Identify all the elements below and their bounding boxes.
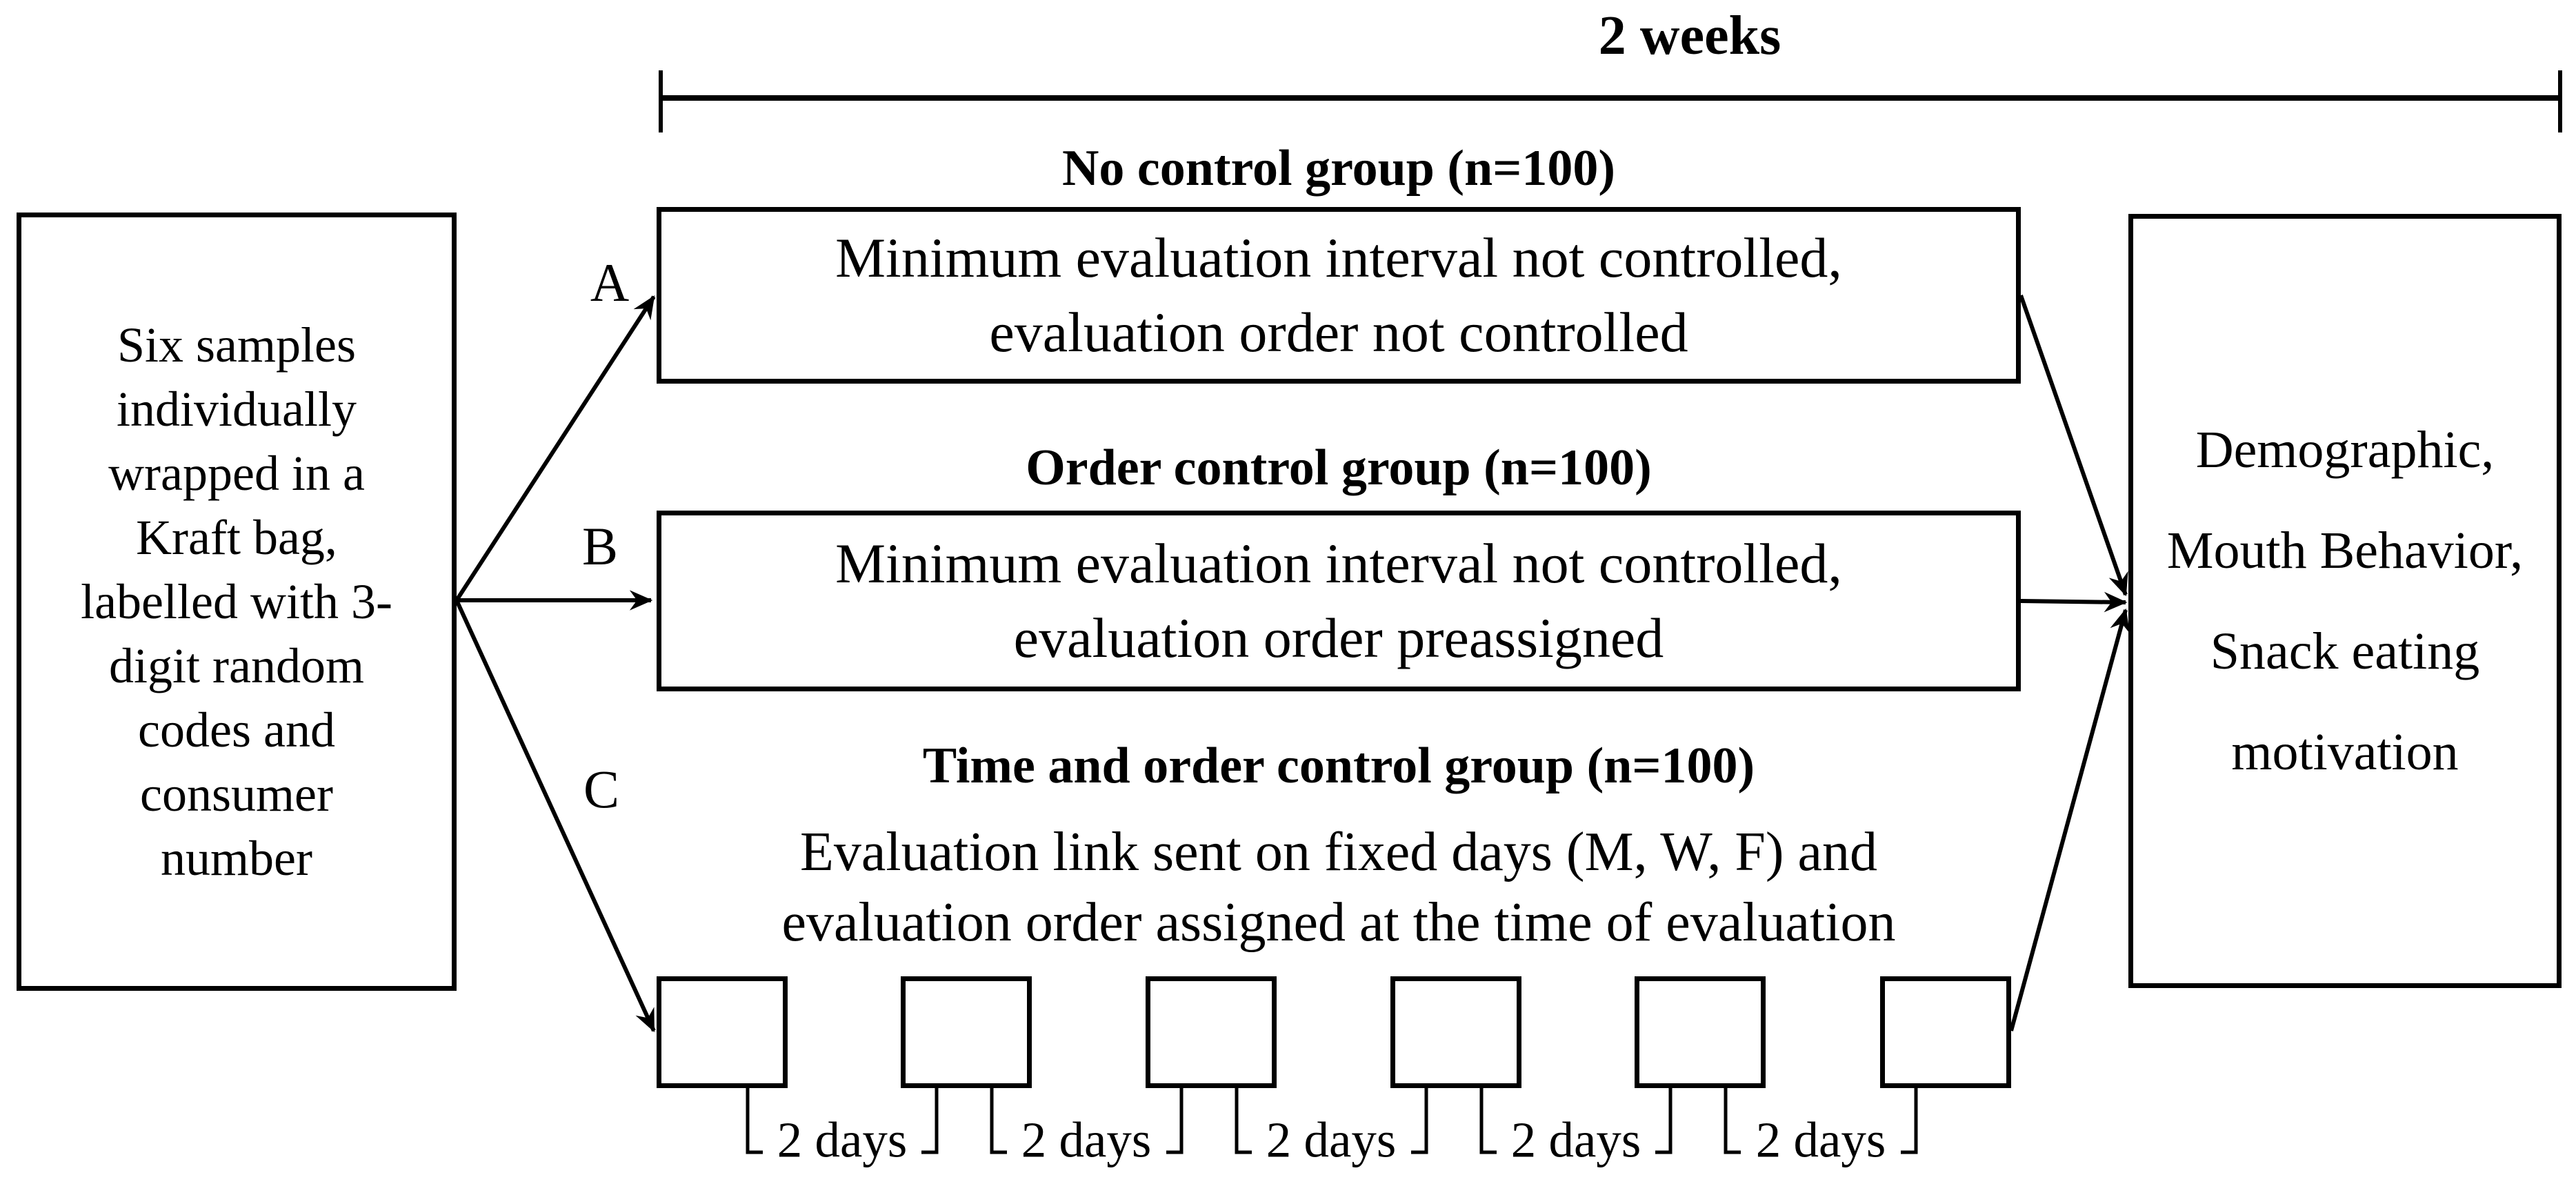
sample-box-1: [657, 976, 788, 1088]
sample-prep-text-line: codes and: [138, 702, 335, 758]
interval-bracket-5-left: [1724, 1088, 1741, 1154]
interval-bracket-1-left: [746, 1088, 763, 1154]
outcome-text-line: Demographic,: [2195, 421, 2495, 479]
group-a-box-text-line: evaluation order not controlled: [989, 301, 1688, 364]
branch-a-letter: A: [590, 253, 630, 313]
group-a-box-text-line: Minimum evaluation interval not controll…: [835, 226, 1842, 289]
outcome-arrow-from-c: [2009, 608, 2130, 1032]
sample-box-2: [901, 976, 1032, 1088]
group-a-heading: No control group (n=100): [1061, 140, 1616, 197]
timeline-label: 2 weeks: [1598, 6, 1781, 66]
sample-prep-text-line: Six samples: [117, 317, 356, 373]
sample-prep-text-line: wrapped in a: [108, 445, 365, 501]
group-b-heading: Order control group (n=100): [1026, 440, 1652, 496]
branch-c-letter: C: [583, 759, 620, 819]
interval-label: 2 days: [1510, 1112, 1641, 1168]
sample-box-4: [1390, 976, 1521, 1088]
interval-bracket-5-right: [1901, 1088, 1918, 1154]
sample-prep-text-line: individually: [117, 381, 357, 437]
sample-box-6: [1880, 976, 2011, 1088]
sample-prep-text-line: labelled with 3-: [81, 573, 392, 629]
interval-label: 2 days: [1266, 1112, 1397, 1168]
group-c-description-line: evaluation order assigned at the time of…: [781, 892, 1896, 953]
group-b-box-text-line: Minimum evaluation interval not controll…: [835, 532, 1842, 595]
interval-bracket-4-left: [1479, 1088, 1497, 1154]
branch-a-arrow: [455, 295, 656, 602]
interval-bracket-3-left: [1235, 1088, 1252, 1154]
group-b-box: Minimum evaluation interval not controll…: [657, 511, 2021, 691]
sample-prep-text-line: number: [161, 830, 312, 886]
outcome-text-line: Snack eating: [2210, 622, 2480, 680]
outcome-arrow-from-b: [2020, 591, 2128, 613]
outcome-text-line: Mouth Behavior,: [2166, 522, 2524, 580]
branch-c-arrow: [455, 599, 656, 1033]
branch-b-letter: B: [581, 516, 619, 576]
outcome-text-line: motivation: [2231, 723, 2459, 781]
group-c-heading: Time and order control group (n=100): [922, 738, 1755, 794]
group-b-box-text-line: evaluation order preassigned: [1013, 606, 1664, 669]
sample-prep-text-line: Kraft bag,: [136, 509, 337, 565]
sample-prep-text-line: digit random: [109, 638, 364, 693]
sample-prep-text-line: consumer: [140, 766, 333, 822]
sample-box-5: [1635, 976, 1766, 1088]
group-c-description: Evaluation link sent on fixed days (M, W…: [657, 817, 2021, 958]
interval-bracket-1-right: [921, 1088, 939, 1154]
group-a-box: Minimum evaluation interval not controll…: [657, 207, 2021, 384]
outcome-measures-box: Demographic, Mouth Behavior, Snack eatin…: [2128, 214, 2562, 988]
interval-bracket-3-right: [1411, 1088, 1428, 1154]
interval-label: 2 days: [1755, 1112, 1886, 1168]
interval-bracket-2-left: [990, 1088, 1007, 1154]
outcome-arrow-from-a: [2019, 295, 2128, 597]
group-c-description-line: Evaluation link sent on fixed days (M, W…: [799, 822, 1878, 882]
interval-label: 2 days: [1021, 1112, 1152, 1168]
interval-bracket-2-right: [1166, 1088, 1184, 1154]
sample-preparation-box: Six samples individually wrapped in a Kr…: [17, 213, 457, 991]
interval-bracket-4-right: [1655, 1088, 1673, 1154]
interval-label: 2 days: [777, 1112, 908, 1168]
sample-box-3: [1146, 976, 1277, 1088]
